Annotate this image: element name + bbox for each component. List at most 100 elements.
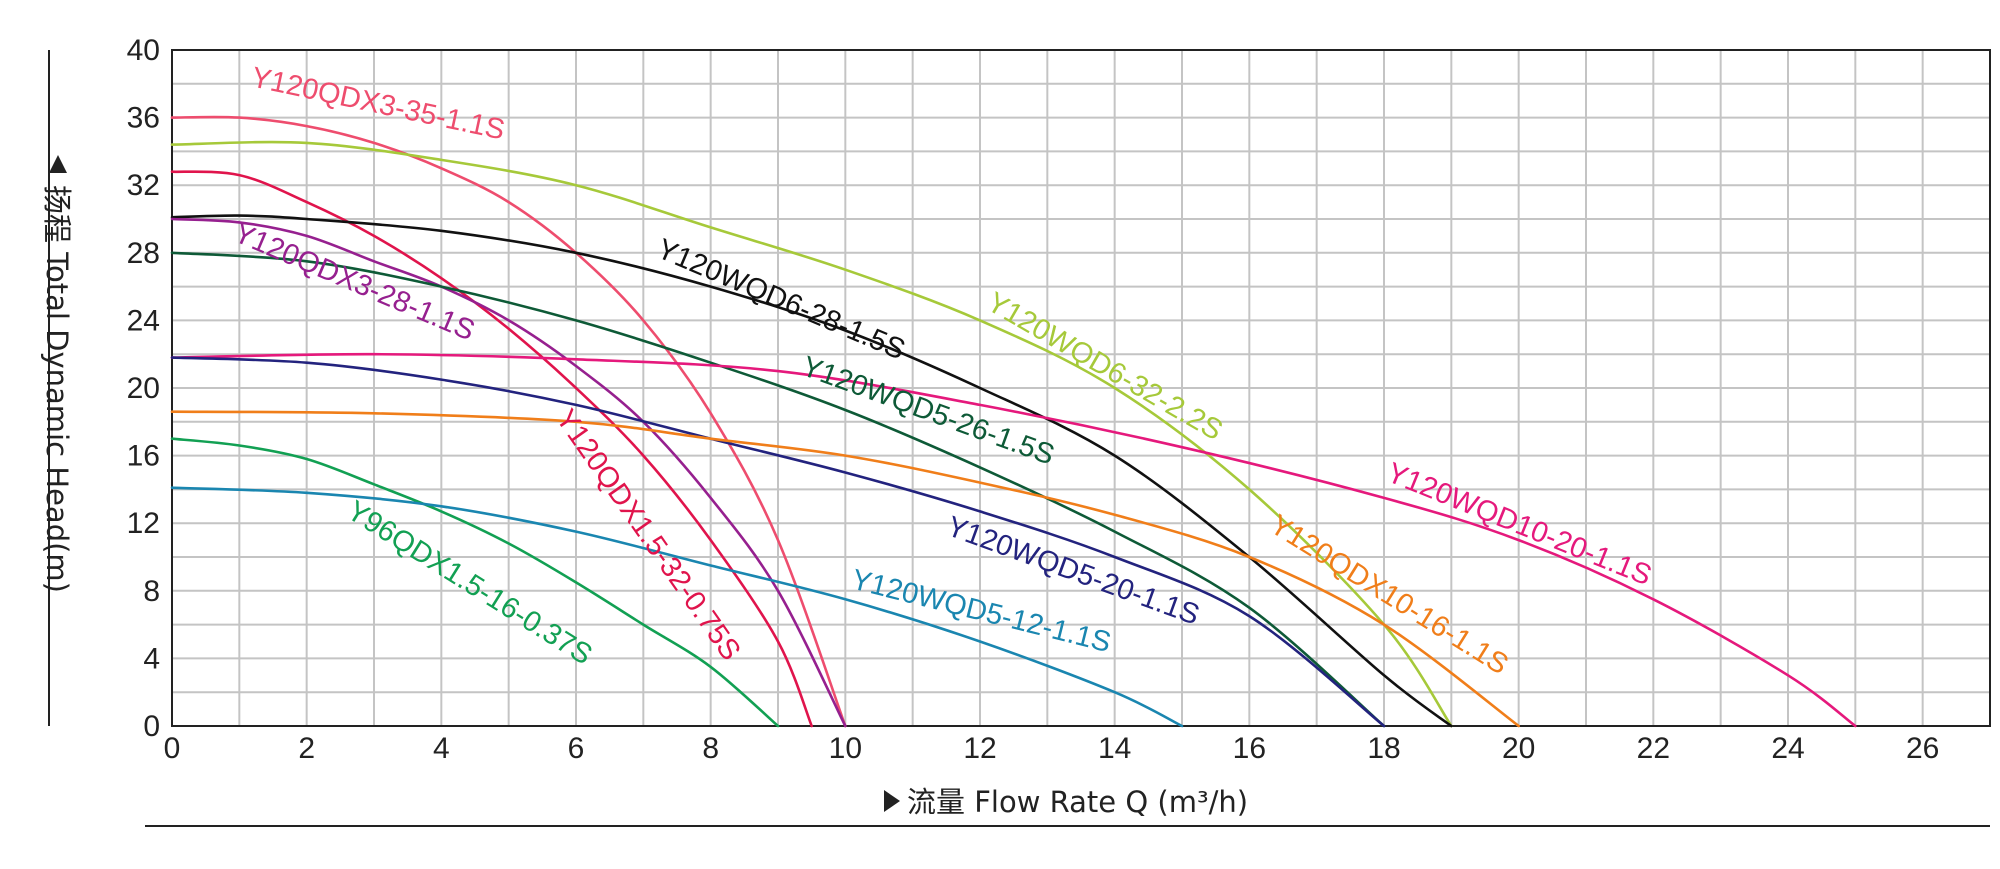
series-point — [441, 168, 443, 170]
series-point — [811, 725, 813, 727]
series-point — [979, 404, 981, 406]
triangle-right-icon — [884, 790, 900, 812]
series-point — [845, 269, 847, 271]
series-point — [239, 445, 241, 447]
x-tick-label: 10 — [829, 732, 862, 765]
series-point — [979, 482, 981, 484]
series-point — [306, 458, 308, 460]
y-axis-title-group: 扬程 Total Dynamic Head(m) — [40, 155, 74, 593]
x-tick-label: 4 — [433, 732, 450, 765]
series-point — [1518, 725, 1520, 727]
series-curve — [170, 217, 847, 728]
series-point — [1114, 514, 1116, 516]
series-curve — [170, 410, 1520, 728]
series-point — [710, 539, 712, 541]
series-point — [1114, 691, 1116, 693]
series-point — [1249, 489, 1251, 491]
series-point — [710, 227, 712, 229]
x-tick-label: 0 — [164, 732, 181, 765]
series-point — [1249, 607, 1251, 609]
series-point — [1653, 598, 1655, 600]
x-tick-label: 8 — [702, 732, 719, 765]
series-point — [1114, 556, 1116, 558]
plot-area-border — [171, 49, 1991, 727]
series-point — [1383, 725, 1385, 727]
series-point — [441, 277, 443, 279]
x-axis-title-group: 流量 Flow Rate Q (m³/h) — [884, 785, 1248, 819]
series-point — [508, 201, 510, 203]
series-point — [979, 511, 981, 513]
series-point — [845, 455, 847, 457]
series-point — [441, 230, 443, 232]
series-curve — [170, 486, 1184, 728]
series-point — [845, 725, 847, 727]
series-point — [845, 409, 847, 411]
series-curve — [170, 352, 1857, 728]
series-curve — [170, 214, 1453, 728]
y-axis-title: 扬程 Total Dynamic Head(m) — [40, 185, 74, 593]
series-point — [373, 413, 375, 415]
series-point — [777, 590, 779, 592]
series-point — [643, 455, 645, 457]
series-label: Y120QDX3-35-1.1S — [249, 62, 508, 147]
series-point — [171, 144, 173, 146]
series-point — [306, 362, 308, 364]
series-point — [171, 357, 173, 359]
x-tick-label: 24 — [1771, 732, 1804, 765]
series-point — [306, 235, 308, 237]
series-curve — [170, 251, 1386, 728]
series-point — [306, 492, 308, 494]
y-tick-label: 40 — [127, 34, 160, 67]
x-tick-label: 6 — [568, 732, 585, 765]
x-tick-label: 18 — [1367, 732, 1400, 765]
series-curve — [170, 170, 813, 728]
series-point — [1787, 675, 1789, 677]
series-point — [710, 565, 712, 567]
series-point — [373, 353, 375, 355]
x-tick-label: 16 — [1233, 732, 1266, 765]
series-point — [373, 260, 375, 262]
x-tick-label: 2 — [298, 732, 315, 765]
series-point — [1249, 556, 1251, 558]
series-point — [441, 506, 443, 508]
x-tick-label: 12 — [963, 732, 996, 765]
series-point — [171, 218, 173, 220]
series-point — [373, 484, 375, 486]
series-point — [1855, 725, 1857, 727]
series-point — [979, 387, 981, 389]
series-point — [1383, 624, 1385, 626]
series-point — [1383, 675, 1385, 677]
series-point — [777, 725, 779, 727]
series-point — [306, 125, 308, 127]
series-point — [1114, 531, 1116, 533]
series-point — [575, 387, 577, 389]
y-tick-label: 24 — [127, 304, 160, 337]
series-point — [1383, 497, 1385, 499]
series-point — [979, 467, 981, 469]
grid-lines — [172, 50, 1990, 726]
series-point — [979, 641, 981, 643]
series-point — [710, 666, 712, 668]
y-tick-label: 32 — [127, 169, 160, 202]
series-point — [575, 320, 577, 322]
series-point — [373, 235, 375, 237]
series-point — [710, 362, 712, 364]
y-tick-label: 4 — [143, 642, 160, 675]
y-tick-label: 0 — [143, 710, 160, 743]
series-point — [845, 472, 847, 474]
series-point — [845, 598, 847, 600]
series-point — [441, 511, 443, 513]
series-point — [575, 184, 577, 186]
series-point — [171, 487, 173, 489]
series-point — [508, 543, 510, 545]
series-point — [575, 358, 577, 360]
series-point — [306, 142, 308, 144]
series-point — [306, 201, 308, 203]
series-point — [171, 411, 173, 413]
x-tick-label: 22 — [1637, 732, 1670, 765]
series-point — [171, 438, 173, 440]
series-point — [508, 320, 510, 322]
x-tick-label: 26 — [1906, 732, 1939, 765]
